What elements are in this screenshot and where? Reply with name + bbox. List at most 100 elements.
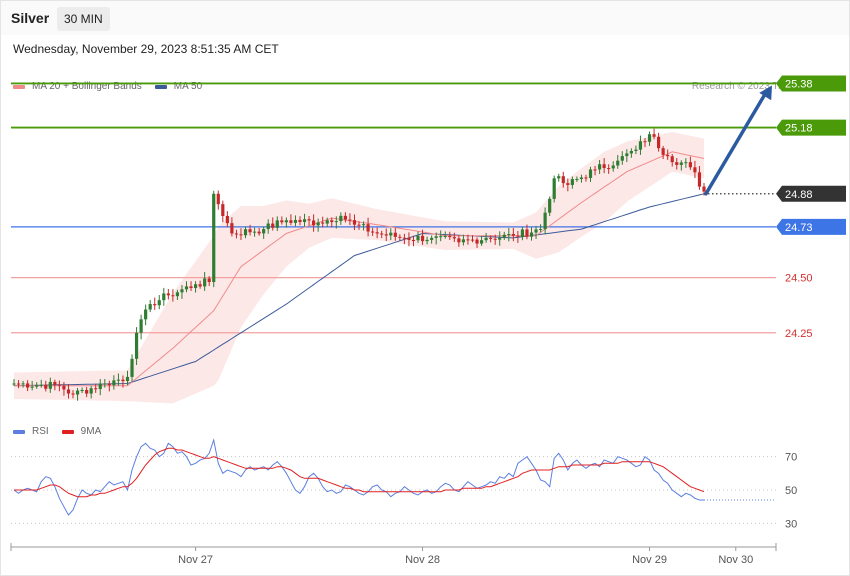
- legend-ma20: MA 20 + Bollinger Bands: [32, 81, 142, 92]
- candle: [416, 235, 420, 241]
- level-tag-pivot: [776, 218, 846, 235]
- candle: [80, 390, 84, 392]
- candle: [489, 237, 493, 239]
- candle: [225, 215, 229, 224]
- candle: [284, 220, 288, 223]
- rsi-tick-label: 30: [785, 518, 797, 530]
- candle: [425, 239, 429, 242]
- candle: [203, 278, 207, 287]
- candle: [271, 223, 275, 228]
- level-label: 25.38: [785, 78, 813, 90]
- candle: [134, 332, 139, 359]
- candle: [411, 239, 416, 241]
- candle: [357, 224, 361, 226]
- candle: [198, 284, 202, 287]
- candle: [475, 239, 479, 244]
- ma50-line: [13, 193, 705, 387]
- candle: [298, 219, 302, 223]
- legend-rsi: RSI: [32, 426, 49, 437]
- legend-ma50: MA 50: [173, 81, 203, 92]
- candles: [12, 128, 706, 401]
- candle: [534, 229, 538, 233]
- candle: [543, 212, 547, 230]
- candle: [570, 179, 574, 185]
- candle: [184, 286, 189, 290]
- candle: [12, 383, 16, 385]
- candle: [352, 220, 357, 225]
- candle: [166, 293, 170, 296]
- candle: [275, 220, 279, 228]
- candle: [94, 388, 98, 390]
- rsi-tick-label: 70: [785, 452, 797, 464]
- candle: [520, 229, 525, 237]
- candle: [207, 278, 211, 283]
- candle: [98, 383, 102, 390]
- candle: [652, 134, 656, 137]
- candle: [343, 215, 347, 220]
- candle: [103, 383, 107, 385]
- candle: [212, 193, 216, 283]
- level-tag-resistance: [776, 75, 846, 92]
- candle: [39, 384, 43, 386]
- candle: [189, 286, 193, 289]
- candle: [625, 153, 629, 157]
- candle: [89, 388, 93, 394]
- candle: [116, 379, 121, 381]
- candle: [516, 235, 520, 237]
- candle: [66, 389, 71, 394]
- candle: [638, 141, 643, 150]
- candle: [597, 164, 602, 170]
- candle: [307, 219, 311, 221]
- candle: [557, 176, 561, 179]
- x-tick-label: Nov 28: [405, 554, 440, 566]
- candle: [125, 376, 130, 382]
- candle: [380, 233, 384, 235]
- projection-arrow: [704, 90, 768, 196]
- candle: [584, 177, 588, 179]
- candle: [26, 383, 30, 388]
- candle: [393, 232, 397, 237]
- candle: [420, 235, 425, 242]
- candle: [316, 222, 320, 226]
- candle: [121, 379, 125, 382]
- candle: [221, 204, 225, 216]
- candle: [479, 240, 484, 244]
- candle: [348, 219, 352, 221]
- candle: [21, 383, 25, 385]
- rsi-ma-line: [14, 447, 705, 498]
- level-label: 24.73: [785, 222, 813, 234]
- rsi-ma-swatch: [61, 429, 74, 434]
- timeframe-button[interactable]: 30 MIN: [57, 7, 110, 31]
- candle: [289, 220, 293, 223]
- candle: [552, 178, 556, 199]
- candle: [661, 148, 665, 155]
- candle: [670, 156, 674, 163]
- candle: [75, 390, 80, 395]
- candle: [507, 233, 511, 235]
- candle: [620, 156, 624, 161]
- candle: [470, 239, 475, 241]
- candle: [675, 162, 679, 165]
- candle: [679, 162, 683, 165]
- candle: [334, 221, 338, 223]
- candle: [130, 358, 134, 377]
- candle: [407, 237, 411, 240]
- candle: [434, 236, 438, 238]
- candle: [243, 229, 248, 236]
- candle: [293, 219, 298, 223]
- candle: [529, 232, 534, 237]
- candle: [502, 234, 506, 238]
- candle: [466, 239, 470, 241]
- candle: [107, 383, 111, 386]
- rsi-tick-label: 50: [785, 485, 797, 497]
- candle: [157, 300, 161, 306]
- candle: [688, 162, 692, 168]
- candle: [525, 229, 529, 237]
- candle: [498, 237, 502, 240]
- candle: [248, 229, 252, 233]
- candle: [139, 319, 143, 333]
- candle: [112, 380, 116, 386]
- candle: [57, 384, 61, 386]
- candle: [35, 385, 39, 387]
